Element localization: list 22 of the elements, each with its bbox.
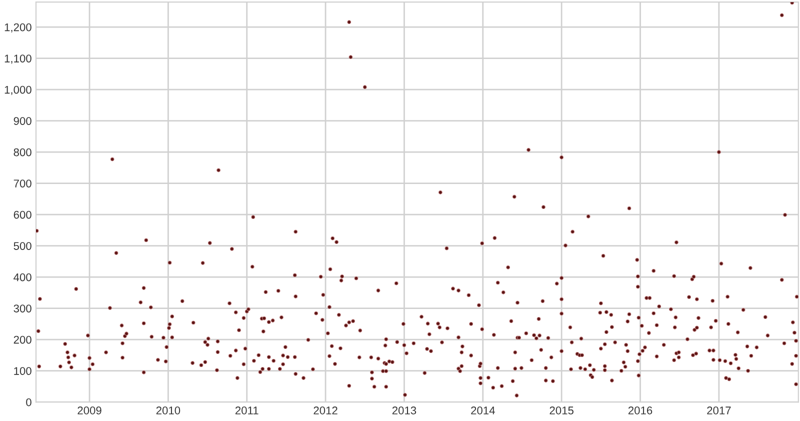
y-tick-label: 1,100	[4, 54, 32, 64]
y-tick-label: 500	[14, 242, 32, 250]
y-tick-label: 1,200	[4, 23, 32, 33]
y-tick-label: 300	[14, 304, 32, 312]
y-tick-label: 0	[26, 398, 32, 406]
x-tick-label: 2017	[707, 406, 731, 414]
x-tick-label: 2012	[314, 406, 338, 414]
y-tick-label: 1,000	[4, 86, 32, 96]
x-tick-label: 2009	[78, 406, 102, 414]
x-tick-label: 2013	[392, 406, 416, 414]
y-tick-label: 600	[14, 210, 32, 219]
y-tick-label: 200	[14, 336, 32, 344]
y-tick-label: 700	[14, 180, 32, 188]
y-tick-label: 400	[14, 273, 32, 282]
x-tick-label: 2016	[628, 406, 652, 414]
x-tick-label: 2011	[235, 406, 258, 414]
x-tick-label: 2014	[471, 406, 495, 414]
y-tick-label: 100	[14, 367, 32, 375]
y-tick-label: 900	[14, 117, 32, 125]
x-tick-label: 2015	[550, 406, 574, 414]
y-tick-label: 800	[14, 148, 32, 156]
x-tick-label: 2010	[156, 406, 180, 414]
